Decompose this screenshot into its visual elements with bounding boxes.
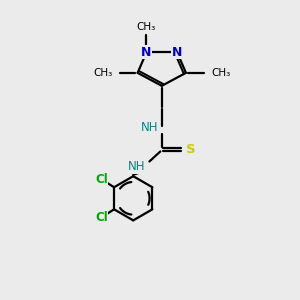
Text: NH: NH: [141, 121, 158, 134]
Text: S: S: [186, 142, 195, 156]
Text: CH₃: CH₃: [93, 68, 112, 78]
Text: Cl: Cl: [95, 211, 108, 224]
Text: Cl: Cl: [95, 173, 108, 186]
Text: CH₃: CH₃: [137, 22, 156, 32]
Text: N: N: [172, 46, 182, 59]
Text: NH: NH: [128, 160, 146, 173]
Text: N: N: [141, 46, 152, 59]
Text: CH₃: CH₃: [211, 68, 230, 78]
